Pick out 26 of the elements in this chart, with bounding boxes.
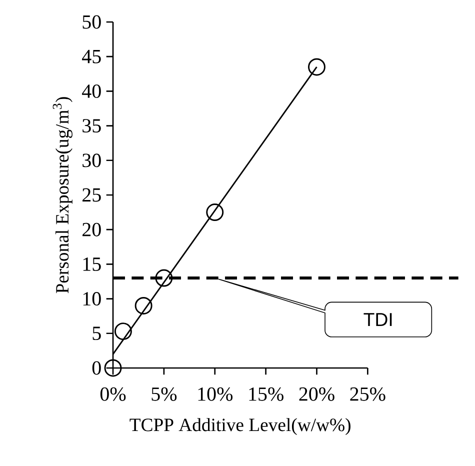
y-tick-label: 5 [92,326,101,340]
x-tick-label: 20% [299,387,334,401]
y-tick-label: 25 [82,188,101,202]
x-tick-label: 25% [350,387,386,401]
x-axis-title: TCPP Additive Level(w/w%) [130,418,350,436]
x-tick-label: 15% [249,387,284,401]
point [104,359,122,377]
point [308,58,326,76]
y-tick-label: 45 [82,50,101,64]
point [155,269,173,287]
x-tick-label: 5% [152,387,177,401]
legend-label: TDI [364,313,392,326]
point [134,296,152,314]
x-tick-label: 0% [100,387,126,401]
y-tick-label: 20 [82,222,101,236]
y-tick-label: 50 [82,15,101,29]
point [206,204,224,222]
y-tick-label: 30 [82,154,101,168]
x-tick-label: 10% [198,387,233,401]
point [114,322,132,340]
y-tick-label: 10 [83,292,101,306]
y-axis-title: Personal Exposure(ug/m$^{3}$) [52,97,72,294]
y-tick-label: 40 [82,84,101,98]
y-tick-label: 0 [92,361,101,375]
y-tick-label: 15 [83,257,101,271]
y-tick-label: 35 [82,119,101,132]
